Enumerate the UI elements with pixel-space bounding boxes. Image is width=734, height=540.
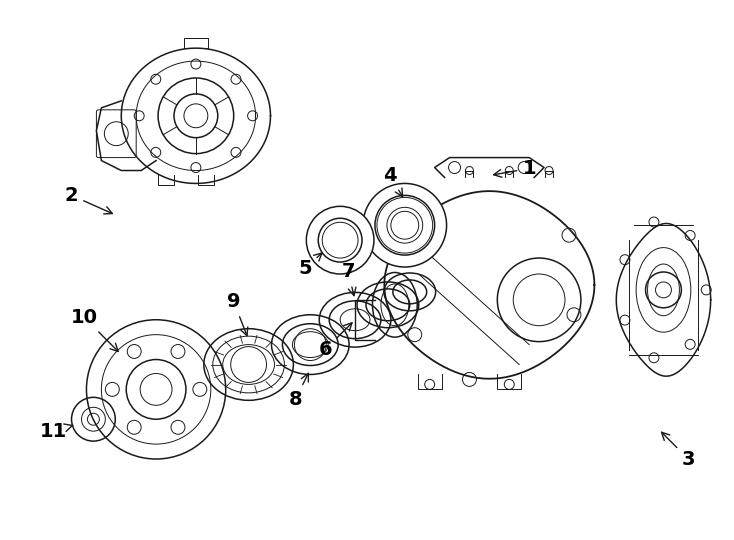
Text: 6: 6: [319, 323, 352, 359]
Text: 5: 5: [299, 253, 322, 278]
Circle shape: [377, 198, 432, 253]
Circle shape: [319, 218, 362, 262]
Text: 3: 3: [661, 432, 695, 469]
Circle shape: [306, 206, 374, 274]
Circle shape: [375, 195, 435, 255]
Text: 9: 9: [227, 292, 248, 336]
Circle shape: [363, 184, 446, 267]
Text: 8: 8: [288, 373, 308, 409]
Circle shape: [387, 207, 423, 243]
Text: 4: 4: [383, 166, 402, 197]
Text: 1: 1: [494, 159, 536, 178]
Text: 10: 10: [71, 308, 118, 352]
Text: 7: 7: [341, 262, 356, 295]
Text: 2: 2: [65, 186, 112, 214]
Text: 11: 11: [40, 422, 73, 441]
